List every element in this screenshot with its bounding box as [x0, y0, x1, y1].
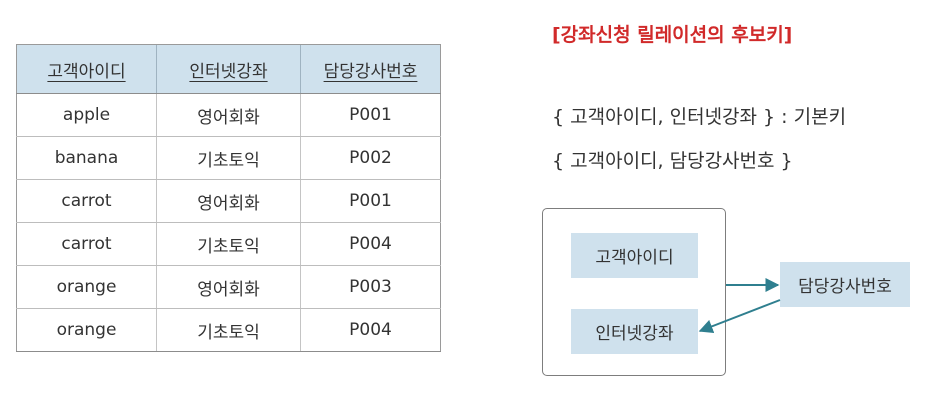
- relation-table: 고객아이디 인터넷강좌 담당강사번호 apple 영어회화 P001 banan…: [16, 44, 441, 352]
- relation-table-container: 고객아이디 인터넷강좌 담당강사번호 apple 영어회화 P001 banan…: [16, 44, 441, 352]
- node-online-course: 인터넷강좌: [571, 309, 698, 354]
- table-header-row: 고객아이디 인터넷강좌 담당강사번호: [16, 44, 441, 94]
- cell-instructor-number: P004: [300, 222, 441, 266]
- table-row: carrot 영어회화 P001: [16, 179, 441, 223]
- cell-instructor-number: P004: [300, 308, 441, 352]
- table-row: carrot 기초토익 P004: [16, 222, 441, 266]
- header-online-course: 인터넷강좌: [156, 44, 301, 94]
- cell-online-course: 기초토익: [156, 222, 301, 266]
- cell-customer-id: orange: [16, 265, 157, 309]
- cell-instructor-number: P001: [300, 93, 441, 137]
- cell-online-course: 영어회화: [156, 265, 301, 309]
- table-row: banana 기초토익 P002: [16, 136, 441, 180]
- table-row: orange 영어회화 P003: [16, 265, 441, 309]
- cell-customer-id: banana: [16, 136, 157, 180]
- cell-customer-id: orange: [16, 308, 157, 352]
- cell-instructor-number: P001: [300, 179, 441, 223]
- cell-online-course: 영어회화: [156, 179, 301, 223]
- candidate-key-alternate: { 고객아이디, 담당강사번호 }: [552, 150, 793, 172]
- candidate-key-primary: { 고객아이디, 인터넷강좌 } : 기본키: [552, 106, 847, 128]
- cell-customer-id: apple: [16, 93, 157, 137]
- header-customer-id: 고객아이디: [16, 44, 157, 94]
- cell-online-course: 기초토익: [156, 136, 301, 180]
- cell-customer-id: carrot: [16, 179, 157, 223]
- cell-instructor-number: P002: [300, 136, 441, 180]
- candidate-key-heading: [강좌신청 릴레이션의 후보키]: [552, 24, 793, 46]
- header-instructor-number: 담당강사번호: [300, 44, 441, 94]
- cell-online-course: 영어회화: [156, 93, 301, 137]
- node-customer-id: 고객아이디: [571, 233, 698, 278]
- cell-online-course: 기초토익: [156, 308, 301, 352]
- table-row: orange 기초토익 P004: [16, 308, 441, 352]
- cell-instructor-number: P003: [300, 265, 441, 309]
- table-row: apple 영어회화 P001: [16, 93, 441, 137]
- cell-customer-id: carrot: [16, 222, 157, 266]
- node-instructor-number: 담당강사번호: [780, 262, 910, 307]
